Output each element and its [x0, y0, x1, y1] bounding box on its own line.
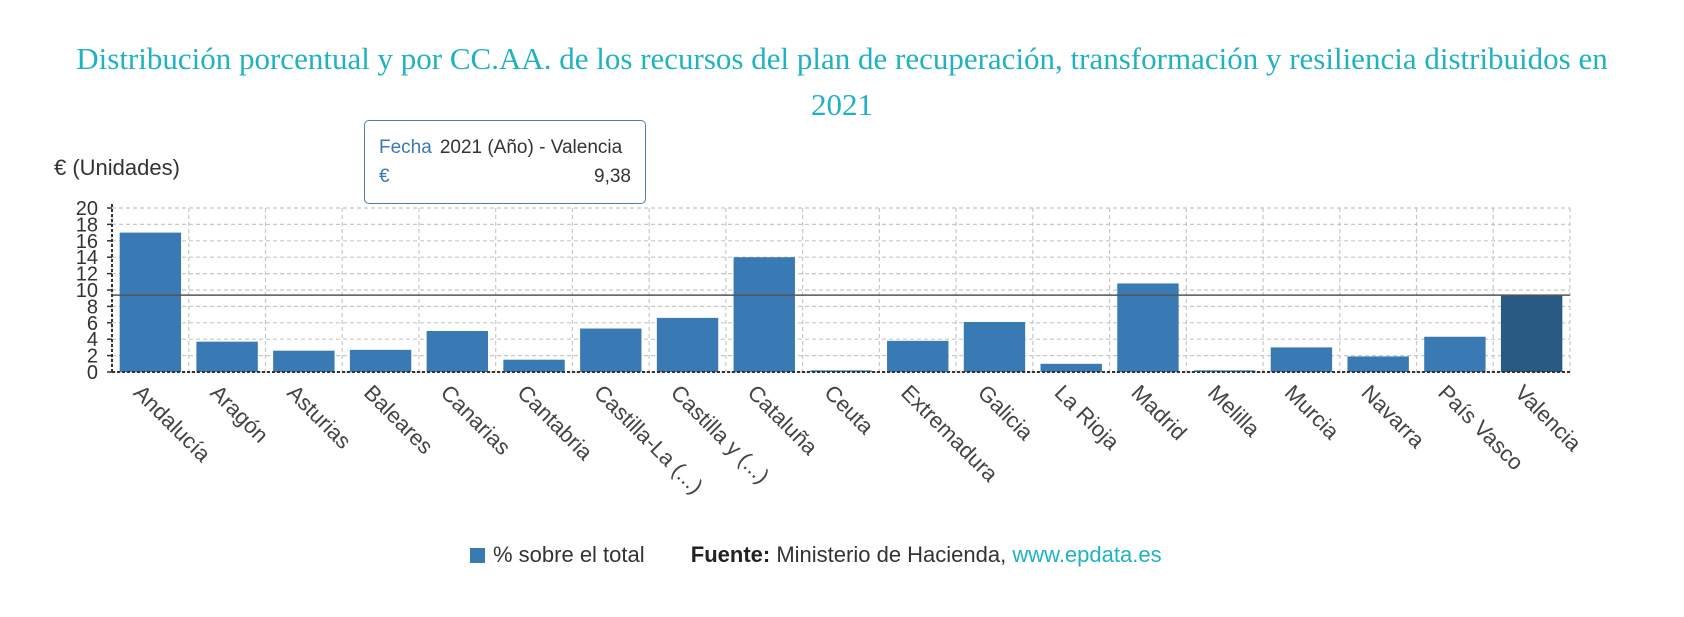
x-tick-label: Murcia	[1280, 380, 1345, 445]
bar-10[interactable]	[887, 340, 949, 372]
bar-8[interactable]	[733, 257, 795, 372]
tooltip: Fecha 2021 (Año) - Valencia €9,38	[364, 120, 646, 204]
y-tick-label: 0	[87, 362, 98, 384]
source-text: Ministerio de Hacienda,	[776, 542, 1007, 567]
tooltip-date-row: Fecha 2021 (Año) - Valencia	[379, 137, 631, 159]
y-tick-label: 20	[76, 198, 98, 220]
bar-16[interactable]	[1347, 356, 1409, 372]
x-tick-label: La Rioja	[1050, 380, 1125, 455]
x-tick-label: Madrid	[1126, 380, 1191, 445]
source-note: Fuente: Ministerio de Hacienda, www.epda…	[691, 542, 1162, 567]
x-tick-label: Galicia	[973, 380, 1039, 446]
bar-0[interactable]	[119, 232, 182, 372]
bar-12[interactable]	[1040, 363, 1102, 372]
bar-4[interactable]	[426, 331, 489, 372]
y-tick-label: 14	[76, 247, 98, 269]
bar-7[interactable]	[656, 317, 719, 372]
bars-layer	[119, 232, 1563, 372]
y-tick-label: 6	[87, 313, 98, 335]
legend: % sobre el total Fuente: Ministerio de H…	[470, 542, 1162, 568]
tooltip-date-key: Fecha	[379, 137, 432, 158]
bar-5[interactable]	[503, 359, 565, 372]
y-tick-label: 2	[87, 346, 98, 368]
x-tick-label: Cataluña	[743, 380, 823, 460]
tooltip-value-key: €	[379, 166, 390, 187]
x-tick-label: Baleares	[359, 380, 438, 459]
bar-9[interactable]	[810, 370, 872, 372]
grid-layer	[111, 207, 1571, 373]
x-tick-label: Aragón	[206, 380, 274, 448]
y-tick-label: 4	[87, 329, 98, 351]
x-tick-label: Andalucía	[129, 380, 216, 467]
axis-layer	[107, 204, 1570, 373]
y-tick-label: 18	[76, 214, 98, 236]
x-tick-label: Cantabria	[513, 380, 599, 466]
x-tick-label: Canarias	[436, 380, 516, 460]
tooltip-value-row: €9,38	[379, 166, 631, 188]
bar-15[interactable]	[1270, 347, 1333, 372]
tooltip-value: 9,38	[594, 166, 631, 187]
y-tick-label: 16	[76, 231, 98, 253]
y-tick-label: 12	[76, 264, 98, 286]
x-tick-label: Navarra	[1357, 380, 1431, 454]
x-tick-label: Ceuta	[819, 380, 879, 440]
source-link[interactable]: www.epdata.es	[1012, 542, 1162, 567]
bar-2[interactable]	[273, 350, 335, 372]
bar-13[interactable]	[1117, 283, 1179, 372]
bar-6[interactable]	[580, 328, 642, 372]
x-tick-label: Valencia	[1510, 380, 1587, 457]
source-label: Fuente:	[690, 542, 771, 567]
chart-title: Distribución porcentual y por CC.AA. de …	[76, 41, 1608, 122]
bar-11[interactable]	[963, 321, 1026, 372]
x-tick-label: Melilla	[1203, 380, 1265, 442]
legend-series-name: % sobre el total	[493, 542, 645, 567]
y-tick-label: 8	[87, 296, 98, 318]
legend-swatch	[470, 548, 485, 563]
bar-3[interactable]	[349, 349, 412, 372]
tooltip-date-value: 2021 (Año) - Valencia	[439, 137, 623, 158]
y-axis-label: € (Unidades)	[54, 155, 180, 180]
bar-1[interactable]	[196, 341, 258, 372]
bar-17[interactable]	[1424, 336, 1486, 372]
bar-18[interactable]	[1500, 295, 1563, 372]
x-tick-label: Asturias	[282, 380, 356, 454]
y-tick-label: 10	[76, 280, 98, 302]
